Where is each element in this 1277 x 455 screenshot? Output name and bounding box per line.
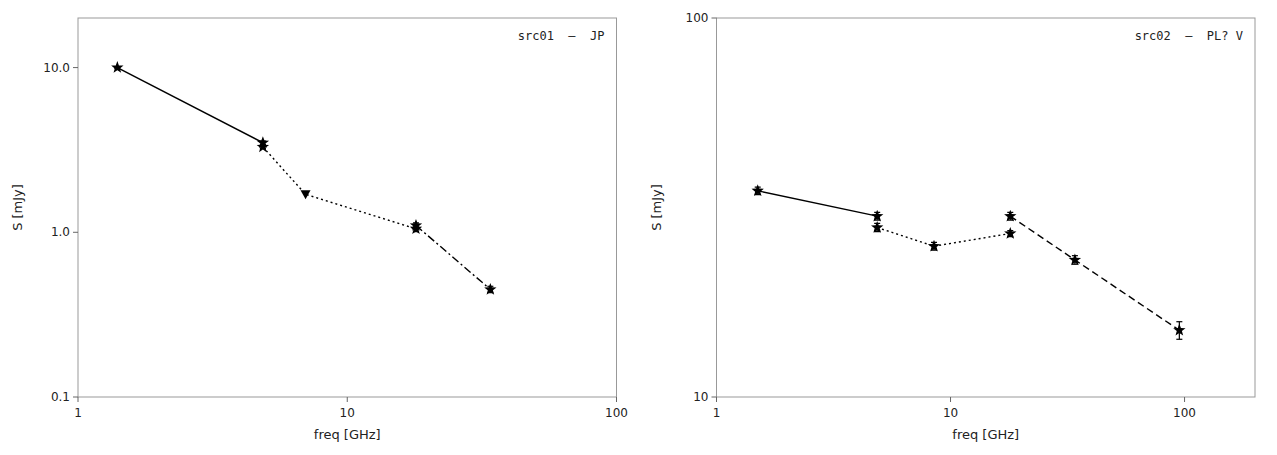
y-axis-label: S [mJy] — [649, 184, 664, 231]
error-bar-cap — [1176, 321, 1182, 322]
plot-frame — [78, 18, 617, 397]
point-group — [111, 61, 123, 73]
star-marker — [1004, 210, 1016, 222]
x-tick — [78, 397, 79, 402]
star-marker — [1069, 253, 1081, 265]
point-group — [871, 210, 883, 222]
series-line — [877, 228, 1010, 247]
marks — [752, 184, 1186, 339]
error-bar-cap — [1176, 339, 1182, 340]
star-marker — [928, 240, 940, 252]
y-tick-label: 100 — [686, 11, 709, 25]
marks — [111, 61, 496, 295]
x-tick-label: 10 — [943, 406, 958, 420]
x-tick-label: 100 — [1173, 406, 1196, 420]
x-tick — [950, 397, 951, 402]
x-tick-label: 1 — [713, 406, 721, 420]
x-tick-label: 10 — [340, 406, 355, 420]
point-group — [484, 283, 496, 295]
figure: 1 10 100 0.1 1.0 10.0 freq [GHz] S [mJy] src01 –… — [0, 0, 1277, 455]
point-group — [1004, 210, 1016, 222]
point-group — [301, 190, 311, 199]
star-marker — [410, 219, 422, 231]
series-line — [416, 225, 490, 289]
x-axis-label: freq [GHz] — [314, 427, 381, 442]
panel: 1 10 100 10 100 freq [GHz] S [mJy] src02 – PL? … — [649, 11, 1256, 442]
x-tick — [1184, 397, 1185, 402]
x-tick — [616, 397, 617, 402]
star-marker — [111, 61, 123, 73]
y-tick-label: 1.0 — [51, 225, 70, 239]
point-group — [752, 184, 764, 196]
point-group — [1004, 227, 1016, 239]
point-group — [871, 221, 883, 233]
series-line — [117, 68, 263, 143]
y-tick — [73, 67, 78, 68]
y-axis-label: S [mJy] — [10, 184, 25, 231]
x-tick-label: 100 — [605, 406, 628, 420]
panel-title: src01 – JP — [518, 29, 605, 43]
star-marker — [871, 221, 883, 233]
y-tick-label: 10 — [693, 390, 708, 404]
x-tick-label: 1 — [74, 406, 82, 420]
x-tick — [347, 397, 348, 402]
plot-frame — [717, 18, 1256, 397]
y-tick-label: 10.0 — [43, 61, 70, 75]
y-tick — [712, 18, 717, 19]
star-marker — [1004, 227, 1016, 239]
series-line — [1010, 216, 1179, 330]
star-marker — [1173, 324, 1185, 336]
upper-limit-marker — [301, 190, 311, 199]
y-tick — [73, 397, 78, 398]
x-axis-label: freq [GHz] — [952, 427, 1019, 442]
y-tick-label: 0.1 — [51, 390, 70, 404]
point-group — [1173, 322, 1185, 340]
series-line — [758, 191, 877, 216]
y-tick — [73, 232, 78, 233]
series-line — [263, 147, 416, 229]
star-marker — [484, 283, 496, 295]
point-group — [1069, 253, 1081, 265]
panel: 1 10 100 0.1 1.0 10.0 freq [GHz] S [mJy] src01 –… — [10, 18, 628, 442]
star-marker — [752, 184, 764, 196]
star-marker — [257, 140, 269, 152]
point-group — [257, 140, 269, 152]
y-tick — [712, 397, 717, 398]
x-tick — [716, 397, 717, 402]
star-marker — [871, 210, 883, 222]
point-group — [928, 240, 940, 252]
panel-title: src02 – PL? V — [1135, 29, 1243, 43]
point-group — [410, 219, 422, 231]
